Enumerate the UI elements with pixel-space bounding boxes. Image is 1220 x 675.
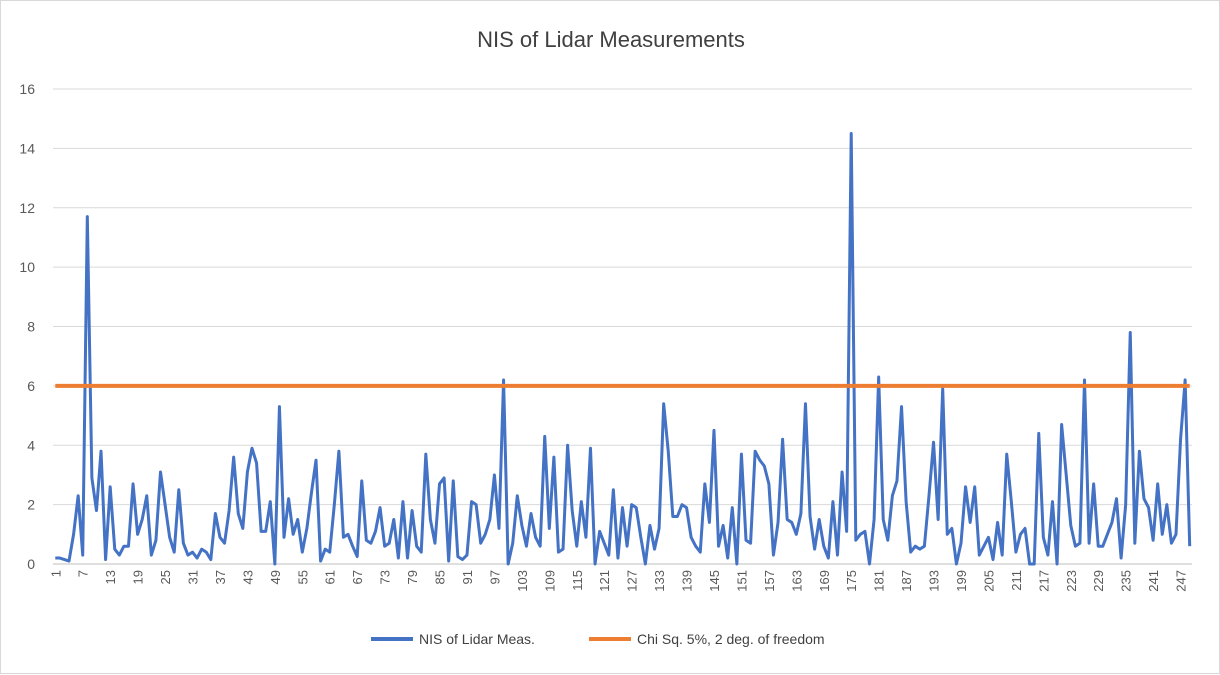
x-axis-ticks: 1 7 13 19 25 31 37 43 49 55 61 67 73 79 85 91 97 103 109 11…	[48, 570, 1188, 592]
legend: NIS of Lidar Meas. Chi Sq. 5%, 2 deg. of…	[371, 631, 825, 647]
x-tick-label: 205	[981, 570, 996, 592]
x-tick-label: 49	[268, 570, 283, 584]
x-tick-label: 169	[817, 570, 832, 592]
x-tick-label: 19	[131, 570, 146, 584]
x-tick-label: 145	[707, 570, 722, 592]
legend-label-chi: Chi Sq. 5%, 2 deg. of freedom	[637, 631, 825, 647]
x-tick-label: 85	[433, 570, 448, 584]
x-tick-label: 193	[927, 570, 942, 592]
x-tick-label: 199	[954, 570, 969, 592]
x-tick-label: 115	[570, 570, 585, 591]
x-tick-label: 25	[158, 570, 173, 584]
x-tick-label: 139	[680, 570, 695, 592]
x-tick-label: 97	[487, 570, 502, 584]
x-tick-label: 181	[872, 570, 887, 592]
x-tick-label: 67	[350, 570, 365, 584]
y-axis-ticks: 0 2 4 6 8 10 12 14 16	[19, 81, 35, 572]
x-tick-label: 163	[789, 570, 804, 592]
y-tick-label: 4	[27, 437, 35, 453]
x-tick-label: 121	[597, 570, 612, 592]
chart-title: NIS of Lidar Measurements	[477, 27, 745, 52]
x-tick-label: 91	[460, 570, 475, 584]
x-tick-label: 43	[240, 570, 255, 584]
series-line-nis	[55, 132, 1192, 566]
x-tick-label: 229	[1091, 570, 1106, 592]
x-tick-label: 73	[378, 570, 393, 584]
x-tick-label: 61	[323, 570, 338, 584]
x-tick-label: 79	[405, 570, 420, 584]
y-tick-label: 6	[27, 378, 35, 394]
y-tick-label: 10	[19, 259, 35, 275]
legend-label-nis: NIS of Lidar Meas.	[419, 631, 535, 647]
x-tick-label: 217	[1036, 570, 1051, 592]
x-tick-label: 151	[734, 570, 749, 592]
x-tick-label: 127	[625, 570, 640, 592]
x-tick-label: 211	[1009, 570, 1024, 591]
x-tick-label: 235	[1119, 570, 1134, 592]
y-tick-label: 2	[27, 497, 35, 513]
x-tick-label: 157	[762, 570, 777, 592]
y-tick-label: 0	[27, 556, 35, 572]
x-tick-label: 7	[76, 570, 91, 577]
x-tick-label: 223	[1064, 570, 1079, 592]
y-tick-label: 16	[19, 81, 35, 97]
x-tick-label: 31	[186, 570, 201, 584]
gridlines	[53, 88, 1192, 565]
x-tick-label: 247	[1174, 570, 1189, 592]
x-tick-label: 1	[48, 570, 63, 577]
x-tick-label: 103	[515, 570, 530, 592]
x-tick-label: 133	[652, 570, 667, 592]
x-tick-label: 109	[542, 570, 557, 592]
x-tick-label: 175	[844, 570, 859, 592]
y-tick-label: 12	[19, 200, 35, 216]
x-tick-label: 37	[213, 570, 228, 584]
x-tick-label: 13	[103, 570, 118, 584]
x-tick-label: 187	[899, 570, 914, 592]
x-tick-label: 55	[295, 570, 310, 584]
y-tick-label: 8	[27, 319, 35, 335]
series-layer	[55, 132, 1192, 566]
x-tick-label: 241	[1146, 570, 1161, 592]
y-tick-label: 14	[19, 140, 35, 156]
